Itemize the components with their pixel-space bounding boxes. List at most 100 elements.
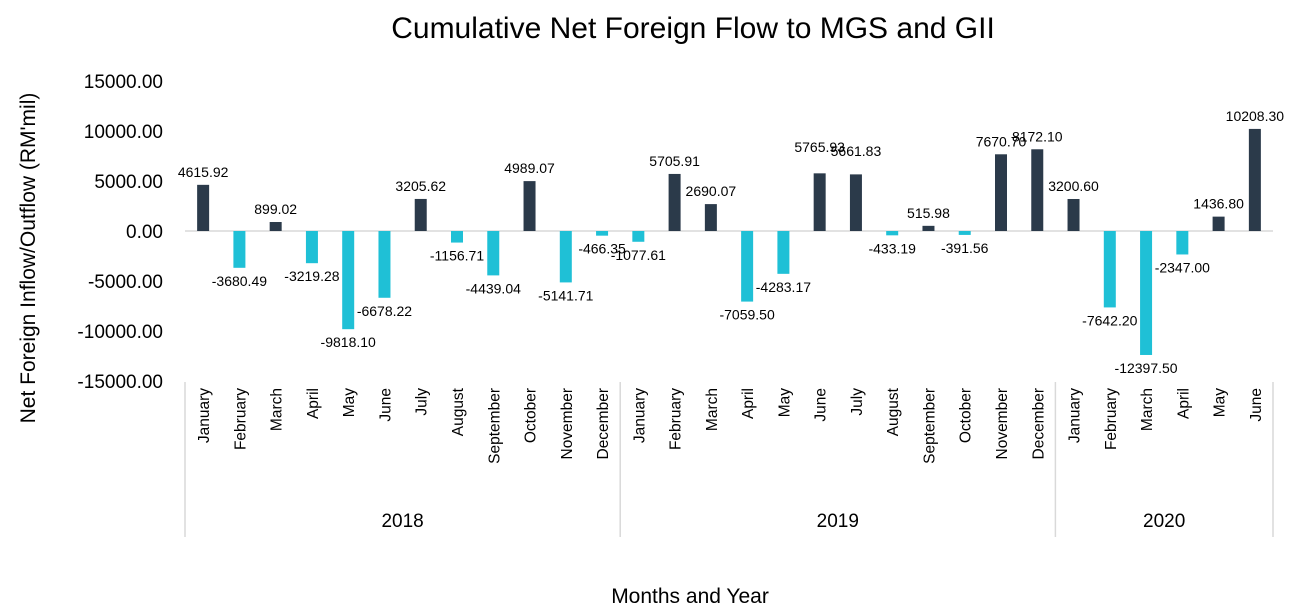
y-axis-title: Net Foreign Inflow/Outflow (RM'mil) <box>17 93 40 424</box>
y-tick-label: 10000.00 <box>84 122 163 143</box>
y-tick-label: -5000.00 <box>88 272 163 293</box>
x-tick-label: August <box>885 387 902 436</box>
y-tick-label: 0.00 <box>126 222 163 243</box>
bar <box>342 231 355 330</box>
bar <box>487 231 500 276</box>
bar <box>668 173 681 231</box>
x-tick-label: November <box>994 388 1011 460</box>
data-label: 5705.91 <box>649 153 700 169</box>
x-tick-label: June <box>813 388 830 422</box>
data-labels: 4615.92 -3680.49 899.02 -3219.28 -9818.10 -66… <box>178 108 1284 376</box>
bar <box>995 154 1007 231</box>
data-label: 4615.92 <box>178 164 229 180</box>
x-axis-year-groups: 2018 2019 2020 <box>184 382 1274 537</box>
x-tick-label: October <box>523 388 540 443</box>
x-tick-label: January <box>1067 388 1084 443</box>
bar <box>305 231 318 264</box>
bar <box>451 231 463 243</box>
x-tick-label: September <box>486 388 503 464</box>
x-tick-label: March <box>269 388 286 431</box>
data-label: -3219.28 <box>284 268 339 284</box>
y-axis: 15000.00 10000.00 5000.00 0.00 -5000.00 -1000… <box>77 72 163 393</box>
x-axis-title: Months and Year <box>611 585 769 608</box>
data-label: 3205.62 <box>395 178 446 194</box>
x-tick-label: July <box>414 388 431 416</box>
bar <box>1103 231 1116 308</box>
data-label: 10208.30 <box>1226 108 1285 124</box>
x-tick-label: June <box>377 388 394 422</box>
y-tick-label: 5000.00 <box>94 172 163 193</box>
bar <box>1067 198 1080 231</box>
bar <box>559 231 572 283</box>
x-tick-label: November <box>559 388 576 460</box>
data-label: -3680.49 <box>212 273 267 289</box>
data-label: -2347.00 <box>1155 259 1210 275</box>
bar <box>1212 216 1225 231</box>
x-tick-label: June <box>1248 388 1265 422</box>
x-tick-label: October <box>958 388 975 443</box>
bar <box>1248 128 1261 231</box>
x-tick-label: April <box>740 388 757 419</box>
data-label: -391.56 <box>941 240 989 256</box>
x-tick-label: February <box>668 388 685 450</box>
bar <box>813 173 826 231</box>
annotation-label: 5765.93 <box>794 139 845 155</box>
bar <box>596 231 609 236</box>
x-tick-label: January <box>196 388 213 443</box>
bars <box>197 128 1261 355</box>
x-tick-label: March <box>1139 388 1156 431</box>
data-label: -12397.50 <box>1115 360 1178 376</box>
x-tick-label: February <box>232 388 249 450</box>
data-label: 515.98 <box>907 205 950 221</box>
data-label: 2690.07 <box>686 183 737 199</box>
bar <box>378 231 391 298</box>
bar <box>233 231 246 268</box>
data-label: -9818.10 <box>321 334 376 350</box>
year-label: 2019 <box>817 511 859 532</box>
data-label: 4989.07 <box>504 160 555 176</box>
x-tick-label: September <box>921 388 938 464</box>
x-tick-label: January <box>631 388 648 443</box>
x-tick-label: April <box>305 388 322 419</box>
data-label: -1156.71 <box>430 248 484 264</box>
bar <box>886 231 899 236</box>
x-tick-label: July <box>849 388 866 416</box>
bar <box>958 231 971 235</box>
bar <box>269 222 282 231</box>
bar <box>777 231 790 274</box>
bar <box>849 174 862 231</box>
x-tick-label: December <box>595 388 612 460</box>
x-tick-label: May <box>1212 388 1229 418</box>
bar <box>632 231 645 242</box>
y-tick-label: -10000.00 <box>77 322 163 343</box>
y-tick-label: -15000.00 <box>77 372 163 393</box>
bar <box>922 225 935 231</box>
x-tick-label: May <box>776 388 793 418</box>
data-label: -7642.20 <box>1082 312 1137 328</box>
data-label: 1436.80 <box>1193 196 1244 212</box>
data-label: 899.02 <box>254 201 297 217</box>
chart-title: Cumulative Net Foreign Flow to MGS and G… <box>391 12 995 45</box>
bar <box>414 198 427 231</box>
x-tick-label: March <box>704 388 721 431</box>
bar <box>704 204 717 231</box>
year-label: 2018 <box>381 511 423 532</box>
bar <box>197 184 210 231</box>
data-label: -433.19 <box>868 240 916 256</box>
data-label: 7670.70 <box>976 133 1027 149</box>
data-label: -4439.04 <box>466 280 521 296</box>
x-axis-month-labels: January February March April May June July Augu… <box>196 387 1265 464</box>
data-label: 3200.60 <box>1048 178 1099 194</box>
x-tick-label: August <box>450 387 467 436</box>
bar <box>1031 149 1044 231</box>
data-label: -7059.50 <box>719 307 774 323</box>
x-tick-label: May <box>341 388 358 418</box>
data-label: -466.35 <box>578 241 626 257</box>
x-tick-label: December <box>1030 388 1047 460</box>
bar <box>741 231 754 302</box>
bar <box>1176 231 1189 255</box>
data-label: -6678.22 <box>357 303 412 319</box>
y-tick-label: 15000.00 <box>84 72 163 93</box>
year-label: 2020 <box>1143 511 1185 532</box>
